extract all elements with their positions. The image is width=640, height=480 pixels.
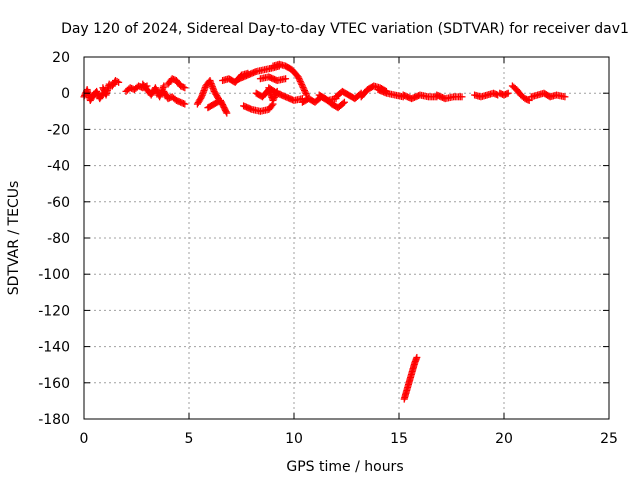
y-tick-label: -60 — [47, 195, 70, 211]
y-tick-label: -180 — [38, 412, 70, 428]
data-point — [222, 108, 230, 116]
data-point — [151, 84, 159, 92]
data-point — [270, 95, 278, 103]
data-point — [296, 76, 304, 84]
y-tick-label: 20 — [52, 50, 70, 66]
data-points — [80, 60, 569, 403]
data-point — [300, 85, 308, 93]
y-tick-label: -140 — [38, 340, 70, 356]
y-tick-label: -120 — [38, 303, 70, 319]
x-axis-label: GPS time / hours — [286, 459, 403, 475]
x-tick-label: 25 — [600, 431, 618, 447]
data-point — [113, 77, 121, 85]
data-point — [298, 82, 306, 90]
y-axis-label: SDTVAR / TECUs — [6, 181, 22, 296]
x-tick-label: 10 — [285, 431, 303, 447]
y-tick-label: 0 — [61, 86, 70, 102]
y-tick-label: -100 — [38, 267, 70, 283]
x-tick-label: 0 — [80, 431, 89, 447]
data-point — [295, 74, 303, 82]
data-point — [181, 100, 189, 108]
y-tick-label: -80 — [47, 231, 70, 247]
data-point — [115, 78, 123, 86]
data-point — [504, 89, 512, 97]
data-point — [268, 101, 276, 109]
data-point — [301, 88, 309, 96]
x-tick-label: 20 — [495, 431, 513, 447]
data-point — [302, 90, 310, 98]
data-point — [181, 84, 189, 92]
x-tick-label: 5 — [185, 431, 194, 447]
data-point — [339, 99, 347, 107]
data-point — [340, 98, 348, 106]
data-point — [458, 93, 466, 101]
data-point — [301, 86, 308, 94]
data-point — [299, 83, 307, 91]
data-point — [413, 353, 421, 361]
x-tick-label: 15 — [390, 431, 408, 447]
data-point — [525, 96, 533, 104]
y-tick-label: -160 — [38, 376, 70, 392]
axis-ticks: 0 5 10 15 20 25 20 0 -20 -40 -60 -80 -100 -120 -140 -16… — [38, 50, 618, 447]
y-tick-label: -20 — [47, 122, 70, 138]
data-point — [561, 93, 569, 101]
data-point — [152, 85, 160, 93]
y-tick-label: -40 — [47, 159, 70, 175]
data-point — [294, 73, 302, 81]
data-point — [297, 79, 305, 87]
data-point — [296, 77, 304, 85]
data-point — [282, 75, 290, 83]
chart-title: Day 120 of 2024, Sidereal Day-to-day VTE… — [61, 21, 629, 37]
data-point — [197, 94, 205, 102]
data-point — [223, 109, 231, 117]
data-point — [269, 96, 277, 104]
grid-lines — [84, 57, 609, 419]
data-point — [298, 80, 306, 88]
data-point — [270, 93, 278, 101]
